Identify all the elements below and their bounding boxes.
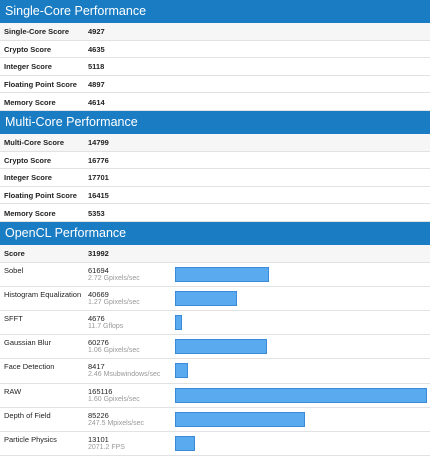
score-bar <box>175 436 195 451</box>
row-detail: 1.06 Gpixels/sec <box>88 347 140 355</box>
score-bar <box>175 290 238 306</box>
row-label: Score <box>4 249 25 259</box>
result-row: Face Detection 8417 2.46 Msubwindows/sec <box>0 359 430 384</box>
row-score: 61694 <box>88 265 109 275</box>
row-label: Single-Core Score <box>4 27 70 37</box>
row-label: Floating Point Score <box>4 80 77 90</box>
row-score: 4614 <box>88 97 105 107</box>
row-score: 8417 <box>88 362 105 372</box>
result-row: Depth of Field 85226 247.5 Mpixels/sec <box>0 408 430 432</box>
row-score: 16415 <box>88 191 109 201</box>
row-score: 16776 <box>88 155 109 165</box>
row-detail: 2.72 Gpixels/sec <box>88 274 140 282</box>
row-label: Gaussian Blur <box>4 338 52 348</box>
row-detail: 11.7 Gflops <box>88 323 124 330</box>
row-label: Histogram Equalization <box>4 289 82 299</box>
row-label: SFFT <box>4 314 23 323</box>
row-label: Sobel <box>4 265 24 275</box>
row-label: Depth of Field <box>4 410 51 420</box>
row-score: 40669 <box>88 289 109 299</box>
row-score: 4635 <box>88 44 105 54</box>
section-header: OpenCL Performance <box>0 222 430 245</box>
row-label: RAW <box>4 386 22 396</box>
row-score: 4897 <box>88 80 105 90</box>
result-row: Gaussian Blur 60276 1.06 Gpixels/sec <box>0 335 430 360</box>
row-score: 5118 <box>88 62 105 72</box>
row-score: 13101 <box>88 435 109 444</box>
result-row: Integer Score 17701 <box>0 169 430 187</box>
row-label: Multi-Core Score <box>4 138 65 148</box>
result-row: Floating Point Score 16415 <box>0 187 430 205</box>
row-detail: 2071.2 FPS <box>88 444 125 451</box>
score-bar <box>175 266 270 282</box>
row-detail: 1.27 Gpixels/sec <box>88 298 140 306</box>
row-label: Integer Score <box>4 62 52 72</box>
row-score: 31992 <box>88 249 109 259</box>
row-detail: 247.5 Mpixels/sec <box>88 419 145 427</box>
row-score: 4927 <box>88 27 105 37</box>
row-label: Memory Score <box>4 97 56 107</box>
row-score: 165116 <box>88 386 113 396</box>
row-label: Memory Score <box>4 208 56 218</box>
score-bar <box>175 339 267 355</box>
result-row: Memory Score 4614 <box>0 93 430 111</box>
row-score: 14799 <box>88 138 109 148</box>
result-row: Score 31992 <box>0 245 430 263</box>
section-header: Multi-Core Performance <box>0 111 430 134</box>
row-label: Crypto Score <box>4 155 52 165</box>
row-score: 5353 <box>88 208 105 218</box>
result-row: Integer Score 5118 <box>0 58 430 76</box>
result-row: Crypto Score 16776 <box>0 152 430 170</box>
row-label: Integer Score <box>4 173 52 183</box>
row-label: Particle Physics <box>4 435 57 444</box>
row-label: Face Detection <box>4 362 55 372</box>
row-label: Floating Point Score <box>4 191 77 201</box>
result-row: Particle Physics 13101 2071.2 FPS <box>0 432 430 457</box>
row-score: 17701 <box>88 173 109 183</box>
result-row: Multi-Core Score 14799 <box>0 134 430 152</box>
row-score: 4676 <box>88 314 105 323</box>
result-row: Crypto Score 4635 <box>0 41 430 59</box>
row-detail: 1.60 Gpixels/sec <box>88 395 140 403</box>
row-score: 85226 <box>88 410 109 420</box>
result-row: Histogram Equalization 40669 1.27 Gpixels/… <box>0 287 430 311</box>
row-score: 60276 <box>88 338 109 348</box>
score-bar <box>175 315 183 330</box>
row-detail: 2.46 Msubwindows/sec <box>88 371 161 379</box>
score-bar <box>175 387 427 403</box>
section-header: Single-Core Performance <box>0 0 430 23</box>
result-row: Memory Score 5353 <box>0 204 430 222</box>
result-row: RAW 165116 1.60 Gpixels/sec <box>0 384 430 408</box>
result-row: Floating Point Score 4897 <box>0 76 430 94</box>
score-bar <box>175 363 188 379</box>
result-row: Sobel 61694 2.72 Gpixels/sec <box>0 263 430 287</box>
result-row: SFFT 4676 11.7 Gflops <box>0 311 430 336</box>
score-bar <box>175 411 306 427</box>
row-label: Crypto Score <box>4 44 52 54</box>
result-row: Single-Core Score 4927 <box>0 23 430 41</box>
